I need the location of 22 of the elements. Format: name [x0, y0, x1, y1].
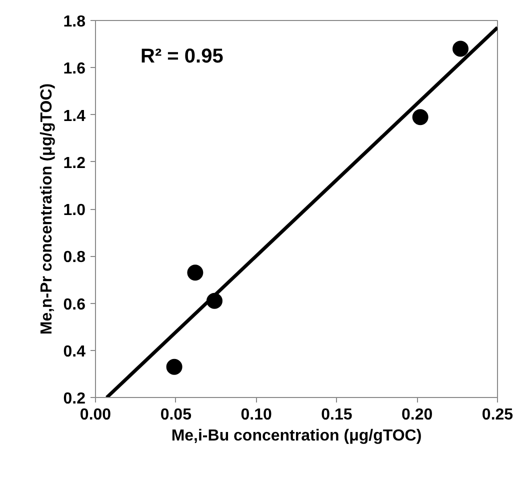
x-tick-label: 0.20 — [402, 406, 433, 424]
annotation: R² = 0.95 — [140, 46, 224, 68]
y-tick-label: 1.4 — [63, 108, 86, 125]
x-axis-title: Me,i-Bu concentration (μg/gTOC) — [171, 428, 422, 444]
y-tick-label: 0.4 — [63, 343, 86, 360]
y-tick-label: 0.2 — [63, 390, 86, 408]
x-tick-label: 0.25 — [482, 406, 514, 424]
y-tick-label: 1.2 — [63, 154, 86, 172]
y-tick-label: 0.6 — [63, 296, 86, 314]
y-tick-label: 0.8 — [63, 249, 86, 266]
point — [166, 358, 182, 375]
x-tick-label: 0.05 — [160, 406, 192, 424]
y-tick-label: 1.0 — [63, 202, 86, 219]
y-tick-label: 1.8 — [63, 14, 86, 30]
point — [452, 40, 469, 57]
point — [412, 109, 428, 126]
point — [187, 264, 204, 281]
y-tick-label: 1.6 — [63, 60, 86, 78]
x-tick-label: 0.15 — [321, 406, 352, 424]
y-axis-title: Me,n-Pr concentration (μg/gTOC) — [38, 83, 56, 335]
x-tick-label: 0.10 — [240, 406, 272, 424]
x-tick-label: 0.00 — [80, 406, 112, 424]
